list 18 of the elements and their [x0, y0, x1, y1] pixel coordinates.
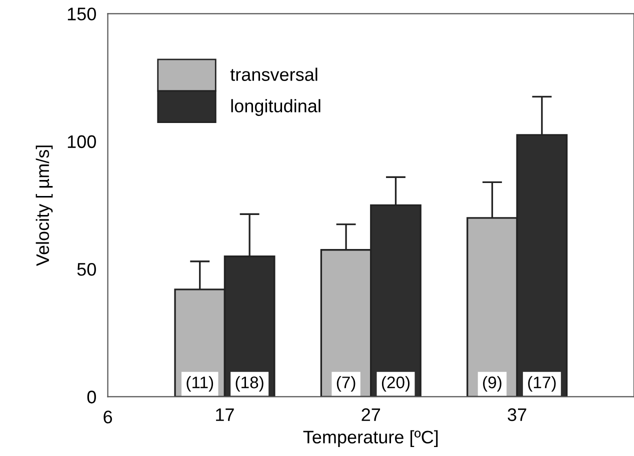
annotation: (17) [528, 376, 556, 392]
legend-label: longitudinal [231, 99, 320, 116]
y-axis-title: Velocity [ µm/s] [36, 146, 53, 266]
annotation: (9) [483, 376, 502, 392]
y-tick-label: 150 [68, 8, 96, 20]
y-tick-label: 0 [87, 390, 96, 404]
annotation: (18) [236, 376, 264, 392]
y-tick-label: 50 [77, 262, 96, 276]
annotation: (11) [186, 376, 214, 392]
x-tick-label: 17 [216, 408, 234, 421]
annotation: (7) [336, 376, 356, 392]
x-tick-label: 27 [362, 408, 380, 421]
y-tick-label: 100 [68, 135, 96, 148]
annotation: (20) [382, 376, 410, 392]
text: 6 [104, 410, 112, 424]
legend-label: transversal [230, 68, 318, 81]
x-axis-title: Temperature [ºC] [303, 430, 438, 448]
x-tick-label: 37 [508, 408, 526, 422]
